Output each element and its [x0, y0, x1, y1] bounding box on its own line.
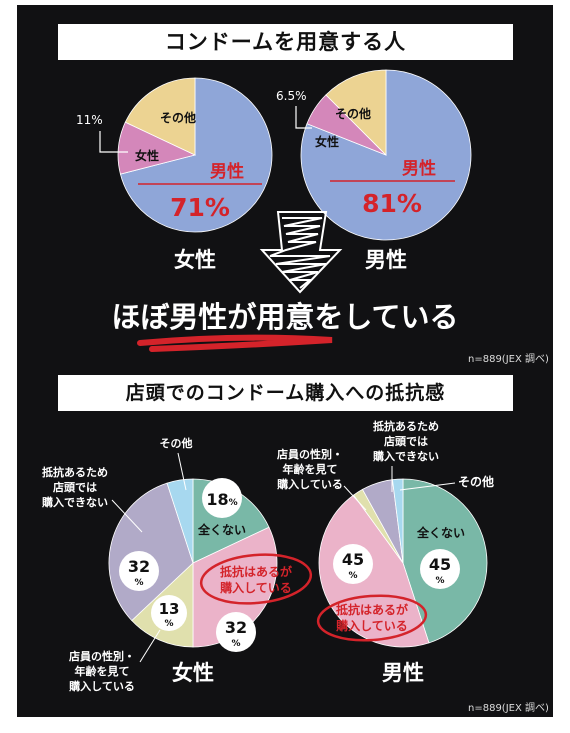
- pie-chart-men-who-prepares: [300, 69, 472, 241]
- pie4-leader-staff: [343, 485, 367, 511]
- pie3-value-bubble-staff: [151, 595, 187, 631]
- pie1-slice-0: [119, 77, 273, 233]
- svg-text:年齢を見て: 年齢を見て: [283, 462, 338, 476]
- pie1-slice-value-female: 11%: [76, 113, 103, 127]
- pie3-label-resist-buy: 抵抗はあるが 購入している: [219, 564, 292, 595]
- pie4-title: 男性: [382, 661, 424, 685]
- svg-text:抵抗あるため: 抵抗あるため: [373, 419, 439, 433]
- pie3-slice-4: [166, 478, 194, 564]
- svg-text:購入している: 購入している: [276, 477, 343, 491]
- svg-text:店頭では: 店頭では: [384, 434, 428, 448]
- svg-text:購入している: 購入している: [219, 580, 292, 595]
- pie3-label-staff: 店員の性別・ 年齢を見て 購入している: [68, 649, 135, 693]
- section2-sample-note: n=889(JEX 調べ): [468, 703, 549, 714]
- pie4-leader-other: [399, 482, 456, 491]
- pie3-value-bubble-resist-buy: [216, 612, 256, 652]
- headline-red-brush-underline: [137, 334, 333, 352]
- svg-text:%: %: [435, 576, 444, 586]
- pie3-resist-buy-red-circle: [199, 553, 313, 605]
- pie3-value-bubble-cannot-buy: [119, 551, 159, 591]
- pie4-value-bubble-resist-buy: [333, 544, 373, 584]
- pie4-value-bubble-none: [420, 549, 460, 589]
- section2-title: 店頭でのコンドーム購入への抵抗感: [58, 375, 513, 411]
- svg-text:抵抗あるため: 抵抗あるため: [42, 465, 108, 479]
- pie3-leader-cannot-buy: [111, 499, 143, 533]
- pie1-slice-label-male: 男性: [210, 161, 244, 182]
- pie3-label-other: その他: [160, 436, 193, 450]
- section1-sample-note: n=889(JEX 調べ): [468, 354, 549, 365]
- pie3-value-bubble-none: [202, 478, 242, 518]
- headline: ほぼ男性が用意をしている: [111, 300, 458, 334]
- pie1-slice-2: [124, 77, 196, 156]
- pie3-leader-staff: [139, 629, 161, 663]
- pie4-value-none: 45: [429, 555, 451, 574]
- pie2-slice-value-male: 81%: [362, 189, 422, 218]
- pie3-value-resist-buy: 32: [225, 618, 247, 637]
- svg-text:店員の性別・: 店員の性別・: [277, 447, 343, 461]
- down-arrow-icon: [259, 211, 343, 294]
- pie4-value-resist-buy: 45: [342, 550, 364, 569]
- svg-text:%: %: [348, 571, 357, 581]
- pie3-title: 女性: [172, 661, 214, 685]
- svg-text:%: %: [134, 578, 143, 588]
- svg-text:店頭では: 店頭では: [53, 480, 97, 494]
- section1-title: コンドームを用意する人: [58, 24, 513, 60]
- pie1-slice-label-other: その他: [160, 110, 196, 125]
- pie3-label-cannot-buy: 抵抗あるため 店頭では 購入できない: [41, 465, 108, 509]
- svg-text:購入している: 購入している: [335, 618, 408, 633]
- pie4-label-cannot-buy: 抵抗あるため 店頭では 購入できない: [372, 419, 439, 463]
- pie1-title: 女性: [174, 248, 216, 272]
- pie4-label-staff: 店員の性別・ 年齢を見て 購入している: [276, 447, 343, 491]
- pie3-label-none: 全くない: [197, 522, 246, 537]
- pie3-value-staff: 13: [159, 600, 180, 618]
- pie4-slice-1: [318, 494, 430, 648]
- pie1-slice-value-male: 71%: [170, 193, 230, 222]
- pie1-leader-line: [99, 131, 128, 153]
- pie4-label-other: その他: [458, 474, 494, 489]
- svg-text:抵抗はあるが: 抵抗はあるが: [336, 602, 408, 617]
- svg-text:購入できない: 購入できない: [372, 449, 439, 463]
- pie-chart-women-who-prepares: [117, 77, 273, 233]
- pie1-slice-label-female: 女性: [135, 148, 159, 163]
- svg-text:%: %: [231, 639, 240, 649]
- svg-text:店員の性別・: 店員の性別・: [69, 649, 135, 663]
- pie4-label-resist-buy: 抵抗はあるが 購入している: [335, 602, 408, 633]
- pie2-slice-label-female: 女性: [315, 134, 339, 149]
- pie2-slice-value-female: 6.5%: [276, 89, 307, 103]
- pie2-slice-label-other: その他: [335, 106, 371, 121]
- svg-text:購入している: 購入している: [68, 679, 135, 693]
- svg-text:抵抗はあるが: 抵抗はあるが: [220, 564, 292, 579]
- pie3-leader-other: [177, 452, 187, 491]
- pie4-resist-buy-red-circle: [316, 594, 428, 642]
- pie3-value-cannot-buy: 32: [128, 557, 150, 576]
- svg-text:年齢を見て: 年齢を見て: [75, 664, 130, 678]
- pie2-title: 男性: [365, 248, 407, 272]
- pie2-slice-label-male: 男性: [402, 158, 436, 179]
- pie4-label-none: 全くない: [416, 525, 465, 540]
- pie3-slice-1: [192, 526, 278, 648]
- svg-text:購入できない: 購入できない: [41, 495, 108, 509]
- svg-text:%: %: [164, 619, 173, 629]
- pie2-slice-2: [325, 69, 387, 156]
- pie2-leader-line: [295, 106, 312, 129]
